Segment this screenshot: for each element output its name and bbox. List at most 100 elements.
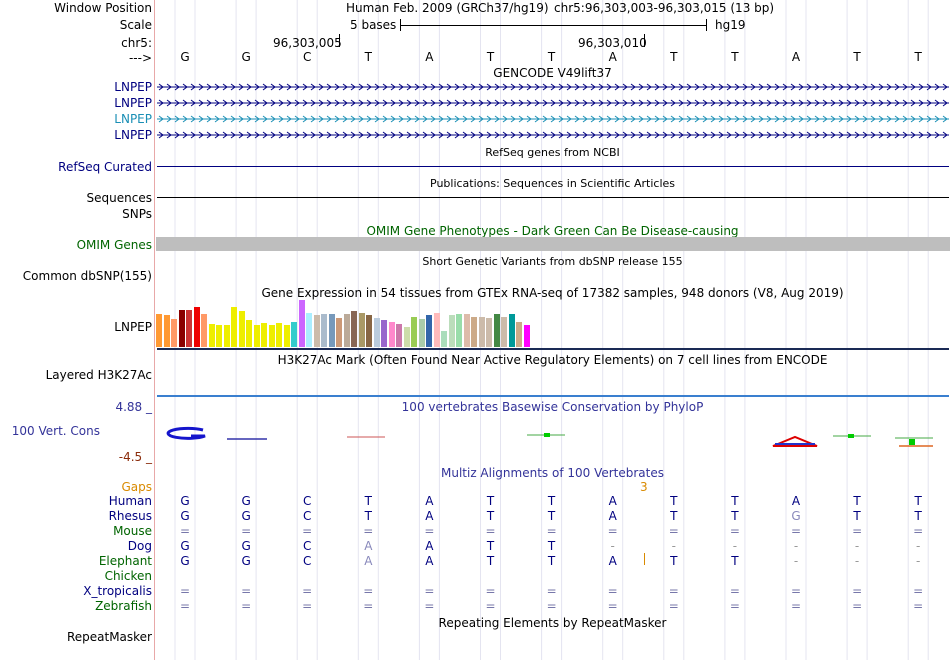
gtex-tissue-bar[interactable] xyxy=(156,314,162,347)
gtex-tissue-bar[interactable] xyxy=(433,313,440,347)
gtex-tissue-bar[interactable] xyxy=(388,322,395,347)
omim-track-title[interactable]: OMIM Gene Phenotypes - Dark Green Can Be… xyxy=(366,224,739,238)
species-label[interactable]: Chicken xyxy=(104,569,152,583)
gencode-gene-label[interactable]: LNPEP xyxy=(114,80,152,94)
gtex-tissue-bar[interactable] xyxy=(328,314,335,347)
refseq-track-title[interactable]: RefSeq genes from NCBI xyxy=(485,146,620,159)
species-label[interactable]: Rhesus xyxy=(108,509,152,523)
gtex-gene-label[interactable]: LNPEP xyxy=(114,320,152,334)
gtex-tissue-bar[interactable] xyxy=(306,313,312,347)
gtex-tissue-bar[interactable] xyxy=(456,314,462,347)
gtex-tissue-bar[interactable] xyxy=(238,311,245,347)
gencode-gene-label[interactable]: LNPEP xyxy=(114,96,152,110)
dbsnp-track-label[interactable]: Common dbSNP(155) xyxy=(22,269,152,283)
multiz-track-title[interactable]: Multiz Alignments of 100 Vertebrates xyxy=(440,466,665,480)
species-label[interactable]: X_tropicalis xyxy=(83,584,152,598)
gtex-tissue-bar[interactable] xyxy=(321,314,327,347)
gtex-tissue-bar[interactable] xyxy=(418,319,425,347)
alignment-base: A xyxy=(425,509,434,523)
gtex-tissue-bar[interactable] xyxy=(471,317,477,347)
gtex-tissue-bar[interactable] xyxy=(201,314,207,347)
gtex-tissue-bar[interactable] xyxy=(171,319,177,347)
omim-track-label[interactable]: OMIM Genes xyxy=(76,238,152,252)
gtex-tissue-bar[interactable] xyxy=(373,318,380,347)
gencode-gene-label[interactable]: LNPEP xyxy=(114,128,152,142)
alignment-base: - xyxy=(916,554,921,568)
gtex-tissue-bar[interactable] xyxy=(358,313,365,347)
alignment-base: G xyxy=(180,554,190,568)
gtex-tissue-bar[interactable] xyxy=(366,315,372,347)
snps-track-label[interactable]: SNPs xyxy=(122,207,152,221)
gtex-tissue-bar[interactable] xyxy=(283,325,290,347)
gtex-tissue-bar[interactable] xyxy=(216,325,222,347)
gtex-tissue-bar[interactable] xyxy=(253,325,260,347)
position-readout[interactable]: chr5:96,303,003-96,303,015 (13 bp) xyxy=(554,1,775,15)
gtex-tissue-bar[interactable] xyxy=(501,317,507,347)
gtex-tissue-bar[interactable] xyxy=(291,322,297,347)
cons-track-label[interactable]: 100 Vert. Cons xyxy=(11,424,100,438)
gencode-gene-line[interactable] xyxy=(157,98,949,108)
species-label[interactable]: Elephant xyxy=(98,554,152,568)
gtex-tissue-bar[interactable] xyxy=(448,315,455,347)
reference-base: T xyxy=(731,50,739,64)
gencode-gene-label[interactable]: LNPEP xyxy=(114,112,152,126)
gtex-tissue-bar[interactable] xyxy=(261,323,267,347)
species-label[interactable]: Mouse xyxy=(113,524,152,538)
publications-track-title[interactable]: Publications: Sequences in Scientific Ar… xyxy=(430,177,675,190)
gtex-tissue-bar[interactable] xyxy=(478,317,485,347)
chrom-label: chr5: xyxy=(121,36,152,50)
gtex-tissue-bar[interactable] xyxy=(381,320,387,347)
gtex-tissue-bar[interactable] xyxy=(231,307,237,347)
gtex-tissue-bar[interactable] xyxy=(463,314,470,347)
species-label[interactable]: Zebrafish xyxy=(95,599,152,613)
h3k27ac-track-label[interactable]: Layered H3K27Ac xyxy=(45,368,152,382)
cons-track-title[interactable]: 100 vertebrates Basewise Conservation by… xyxy=(401,400,704,414)
gtex-tissue-bar[interactable] xyxy=(351,311,357,347)
gencode-gene-line[interactable] xyxy=(157,114,949,124)
gtex-tissue-bar[interactable] xyxy=(223,325,230,347)
gtex-tissue-bar[interactable] xyxy=(396,324,402,347)
gtex-tissue-bar[interactable] xyxy=(523,325,530,347)
gencode-track[interactable]: LNPEP LNPEP LNPEP LNPEP xyxy=(0,80,950,144)
gtex-tissue-bar[interactable] xyxy=(246,320,252,347)
h3k27ac-track-title[interactable]: H3K27Ac Mark (Often Found Near Active Re… xyxy=(277,353,828,367)
gtex-tissue-bar[interactable] xyxy=(493,314,500,347)
gtex-expression-chart[interactable] xyxy=(156,299,556,347)
refseq-gene-line[interactable] xyxy=(157,166,949,167)
gtex-tissue-bar[interactable] xyxy=(298,300,305,347)
gencode-gene-line[interactable] xyxy=(157,130,949,140)
refseq-track-label[interactable]: RefSeq Curated xyxy=(58,160,152,174)
gencode-gene-line[interactable] xyxy=(157,82,949,92)
gtex-tissue-bar[interactable] xyxy=(508,314,515,347)
sequences-track-label[interactable]: Sequences xyxy=(86,191,152,205)
gtex-tissue-bar[interactable] xyxy=(343,314,350,347)
gencode-track-title[interactable]: GENCODE V49lift37 xyxy=(493,66,612,80)
gtex-tissue-bar[interactable] xyxy=(268,325,275,347)
gtex-tissue-bar[interactable] xyxy=(403,327,410,347)
gtex-tissue-bar[interactable] xyxy=(411,317,417,347)
gtex-tissue-bar[interactable] xyxy=(163,315,170,347)
publications-line[interactable] xyxy=(157,197,949,198)
gtex-tissue-bar[interactable] xyxy=(276,323,282,347)
gtex-tissue-bar[interactable] xyxy=(178,310,185,347)
repeatmasker-track-title[interactable]: Repeating Elements by RepeatMasker xyxy=(438,616,667,630)
omim-gene-block[interactable] xyxy=(156,237,950,251)
gtex-tissue-bar[interactable] xyxy=(313,315,320,347)
dbsnp-track-title[interactable]: Short Genetic Variants from dbSNP releas… xyxy=(422,255,683,268)
gtex-tissue-bar[interactable] xyxy=(441,331,447,347)
gtex-tissue-bar[interactable] xyxy=(208,324,215,347)
gtex-tissue-bar[interactable] xyxy=(486,318,492,347)
gtex-tissue-bar[interactable] xyxy=(426,315,432,347)
gap-count[interactable]: 3 xyxy=(640,480,648,494)
gtex-tissue-bar[interactable] xyxy=(193,307,200,347)
gtex-track-title[interactable]: Gene Expression in 54 tissues from GTEx … xyxy=(261,286,844,300)
multiz-alignment-block[interactable]: Human G G C T A T T A T T A T T Rhesus G G C T A T T A T T G T T Mou… xyxy=(0,494,950,614)
conservation-logo-track[interactable] xyxy=(155,420,950,450)
gtex-tissue-bar[interactable] xyxy=(186,310,192,347)
gtex-tissue-bar[interactable] xyxy=(516,322,522,347)
repeatmasker-track-label[interactable]: RepeatMasker xyxy=(66,630,152,644)
gaps-label[interactable]: Gaps xyxy=(121,480,152,494)
gtex-tissue-bar[interactable] xyxy=(336,318,342,347)
species-label[interactable]: Dog xyxy=(127,539,152,553)
species-label[interactable]: Human xyxy=(108,494,152,508)
